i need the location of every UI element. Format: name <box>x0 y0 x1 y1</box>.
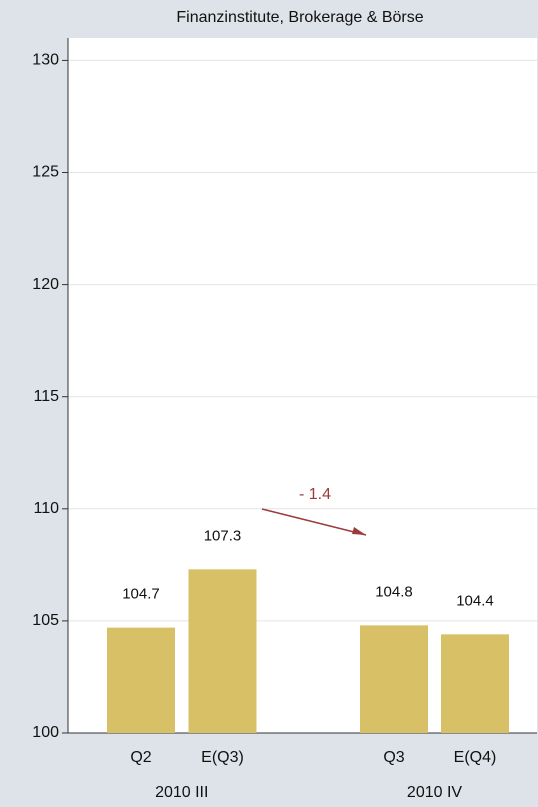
group-label: 2010 III <box>155 784 208 801</box>
y-tick-label: 100 <box>32 724 59 741</box>
data-label: 104.4 <box>456 592 494 609</box>
x-tick-label: Q2 <box>130 749 151 766</box>
y-tick-label: 105 <box>32 612 59 629</box>
annotation-arrowhead <box>352 527 366 535</box>
y-tick-label: 115 <box>33 388 59 405</box>
x-tick-label: E(Q3) <box>201 749 244 766</box>
y-tick-label: 110 <box>33 500 59 517</box>
y-tick-label: 130 <box>32 52 59 69</box>
y-tick-label: 120 <box>32 276 59 293</box>
chart-title: Finanzinstitute, Brokerage & Börse <box>176 9 423 26</box>
data-label: 107.3 <box>204 527 242 544</box>
bar <box>107 627 175 733</box>
annotation-arrow <box>261 508 367 536</box>
data-label: 104.7 <box>122 586 160 603</box>
x-tick-label: E(Q4) <box>454 749 497 766</box>
x-tick-label: Q3 <box>383 749 404 766</box>
plot-area <box>68 38 537 733</box>
y-tick-label: 125 <box>32 164 59 181</box>
bar <box>441 634 509 733</box>
annotation: - 1.4 <box>299 486 331 503</box>
group-label: 2010 IV <box>407 784 462 801</box>
bar <box>188 569 257 733</box>
data-label: 104.8 <box>375 583 413 600</box>
bar <box>360 625 428 733</box>
